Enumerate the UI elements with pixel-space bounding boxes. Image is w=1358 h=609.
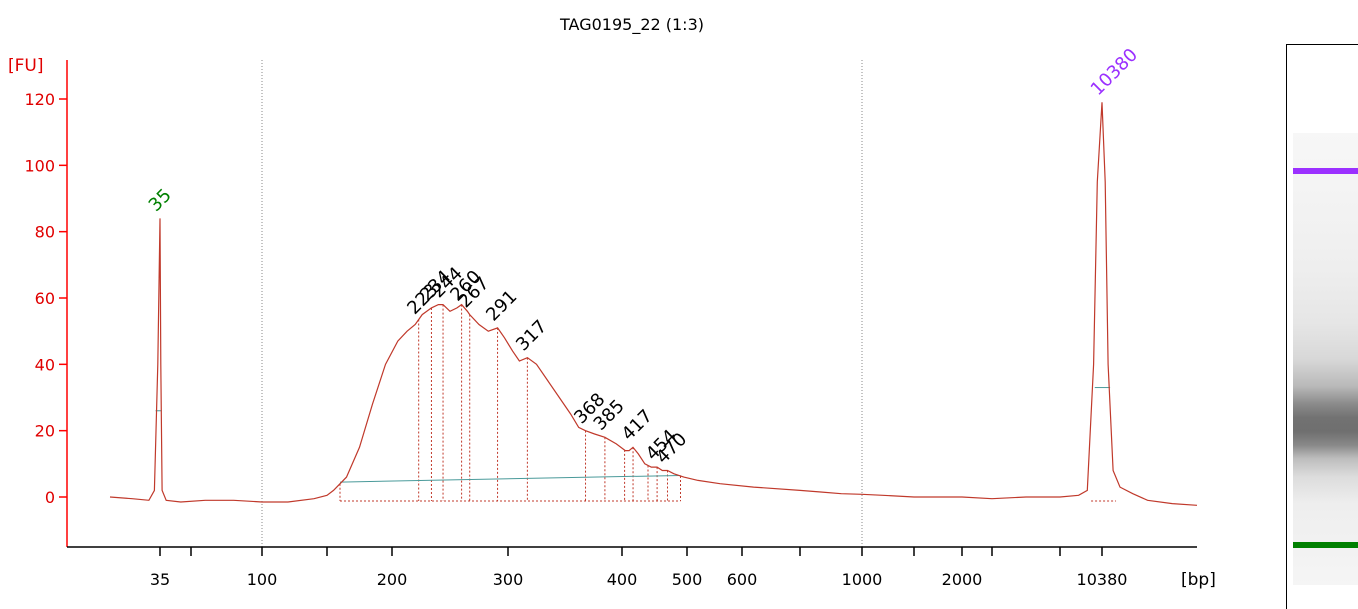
region-baseline: [339, 474, 681, 483]
trace-line: [109, 102, 1198, 506]
trace-series: [109, 102, 1198, 506]
chart-title: TAG0195_22 (1:3): [559, 15, 704, 35]
x-tick-label: 100: [247, 570, 278, 589]
gel-lower-marker-band: [1293, 542, 1358, 548]
x-tick-label: 35: [150, 570, 170, 589]
gridlines: [261, 60, 863, 547]
x-axis-unit: [bp]: [1181, 570, 1216, 590]
x-tick-label: 600: [727, 570, 758, 589]
peak-segments: [155, 304, 1117, 502]
gel-upper-marker-band: [1293, 168, 1358, 174]
y-tick-label: 80: [35, 223, 55, 242]
x-tick-label: 400: [607, 570, 638, 589]
x-tick-label: 2000: [942, 570, 983, 589]
x-ticks: 35 100 200 300 400 500 600 1000 2000 10380: [150, 547, 1128, 589]
peak-label-35: 35: [145, 185, 176, 216]
x-tick-label: 300: [493, 570, 524, 589]
y-tick-label: 20: [35, 422, 55, 441]
axes: [66, 60, 1197, 548]
y-tick-label: 100: [24, 156, 55, 175]
y-axis-unit: [FU]: [8, 56, 44, 76]
y-tick-label: 0: [45, 488, 55, 507]
electropherogram-chart: TAG0195_22 (1:3) [FU] [bp] 0 20 40 60 80 100 1…: [8, 15, 1216, 590]
x-tick-label: 200: [377, 570, 408, 589]
peak-label-317: 317: [512, 316, 551, 355]
y-tick-label: 60: [35, 289, 55, 308]
y-tick-label: 40: [35, 355, 55, 374]
peak-label-10380: 10380: [1087, 45, 1142, 100]
x-tick-label: 1000: [842, 570, 883, 589]
y-ticks: 0 20 40 60 80 100 120: [24, 90, 67, 507]
gel-lane: [1293, 133, 1358, 585]
x-tick-label: 10380: [1077, 570, 1128, 589]
y-tick-label: 120: [24, 90, 55, 109]
gel-image: [1286, 44, 1358, 609]
x-tick-label: 500: [672, 570, 703, 589]
peak-labels: 3522323424426026729131736838541745447010…: [145, 45, 1142, 468]
